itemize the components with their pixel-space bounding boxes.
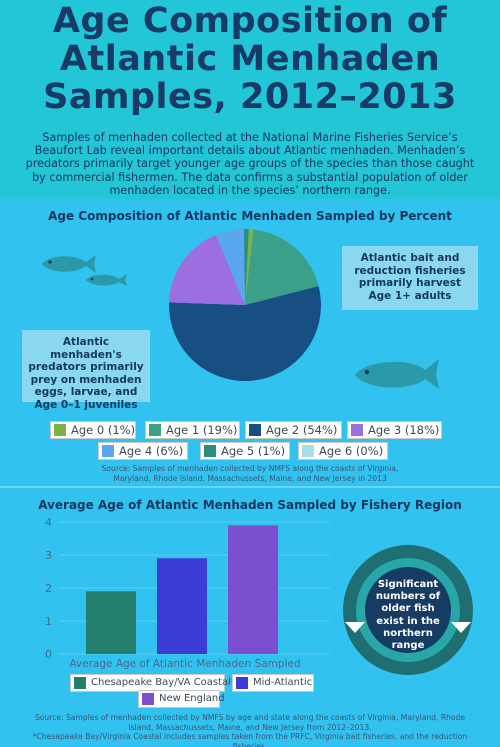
legend-swatch (204, 445, 216, 457)
pie-chart (42, 229, 439, 389)
legend-item: Age 6 (0%) (298, 442, 388, 460)
pie-slice (243, 229, 249, 305)
x-axis-label: Average Age of Atlantic Menhaden Sampled (69, 658, 300, 670)
pie-slice (245, 229, 319, 305)
legend-swatch (149, 424, 161, 436)
page-title: Age Composition of Atlantic Menhaden Sam… (10, 2, 490, 116)
legend-label: Age 4 (6%) (119, 444, 184, 458)
pie-slice (169, 234, 245, 305)
intro-text: Samples of menhaden collected at the Nat… (25, 131, 475, 197)
bar-source: Source: Samples of menhaden collected by… (34, 713, 466, 732)
legend-swatch (236, 677, 248, 689)
title-line: Atlantic Menhaden (59, 39, 441, 79)
legend-swatch (302, 445, 314, 457)
legend-swatch (249, 424, 261, 436)
bar-chart: 0 1 2 3 4 Average Age of Atlantic Menhaden S… (45, 516, 330, 670)
bar (86, 591, 136, 654)
circle-callout (365, 567, 451, 653)
pie-source: Source: Samples of menhaden collected by… (101, 464, 399, 483)
legend-label: Age 3 (18%) (368, 423, 440, 437)
legend-item: Age 0 (1%) (50, 421, 136, 439)
legend-item: Age 4 (6%) (98, 442, 188, 460)
pie-slice (215, 229, 245, 305)
legend-swatch (351, 424, 363, 436)
fish-icon (42, 255, 96, 273)
legend-label: Age 2 (54%) (266, 423, 338, 437)
bar-chart-title: Average Age of Atlantic Menhaden Sampled… (38, 498, 462, 512)
fish-icon (355, 359, 439, 389)
legend-label: Age 6 (0%) (319, 444, 384, 458)
pie-chart-title: Age Composition of Atlantic Menhaden Sam… (48, 209, 452, 223)
legend-item: Age 5 (1%) (200, 442, 290, 460)
arrow-down-icon (451, 622, 471, 633)
y-tick-label: 4 (45, 516, 52, 529)
y-tick-label: 1 (45, 615, 52, 628)
y-tick-label: 2 (45, 582, 52, 595)
legend-label: Chesapeake Bay/VA Coastal* (91, 677, 236, 688)
title-line: Age Composition of (52, 1, 448, 41)
y-tick-label: 0 (45, 648, 52, 661)
pie-slice (169, 286, 321, 381)
legend-label: Mid-Atlantic (253, 677, 313, 688)
header: Age Composition of Atlantic Menhaden Sam… (0, 0, 500, 199)
pie-panel: Age Composition of Atlantic Menhaden Sam… (0, 199, 500, 488)
bar-footnote: *Chesapeake Bay/Virginia Coastal include… (32, 732, 468, 747)
y-tick-label: 3 (45, 549, 52, 562)
legend-item: Age 2 (54%) (245, 421, 342, 439)
legend-label: New England (159, 693, 225, 704)
legend-label: Age 0 (1%) (71, 423, 136, 437)
title-line: Samples, 2012–2013 (43, 77, 457, 117)
legend-swatch (142, 693, 154, 705)
legend-item: Age 3 (18%) (347, 421, 442, 439)
legend-label: Age 5 (1%) (221, 444, 286, 458)
legend-swatch (102, 445, 114, 457)
legend-item: Age 1 (19%) (145, 421, 240, 439)
circle-callout-text: Significant numbers of older fish exist … (375, 579, 441, 652)
bar-panel: Average Age of Atlantic Menhaden Sampled… (0, 488, 500, 747)
bar (228, 525, 278, 654)
legend-label: Age 1 (19%) (166, 423, 238, 437)
legend-swatch (74, 677, 86, 689)
predators-callout: Atlantic menhaden's predators primarily … (22, 330, 150, 411)
divider (0, 486, 500, 489)
circle-arrows (345, 622, 471, 633)
legend-item: New England (138, 690, 225, 708)
legend-swatch (54, 424, 66, 436)
bar (157, 558, 207, 654)
arrow-down-icon (345, 622, 365, 633)
fish-icon (86, 274, 127, 286)
fisheries-callout: Atlantic bait and reduction fisheries pr… (342, 246, 478, 310)
pie-slice (245, 229, 254, 305)
legend-item: Mid-Atlantic (232, 674, 314, 692)
